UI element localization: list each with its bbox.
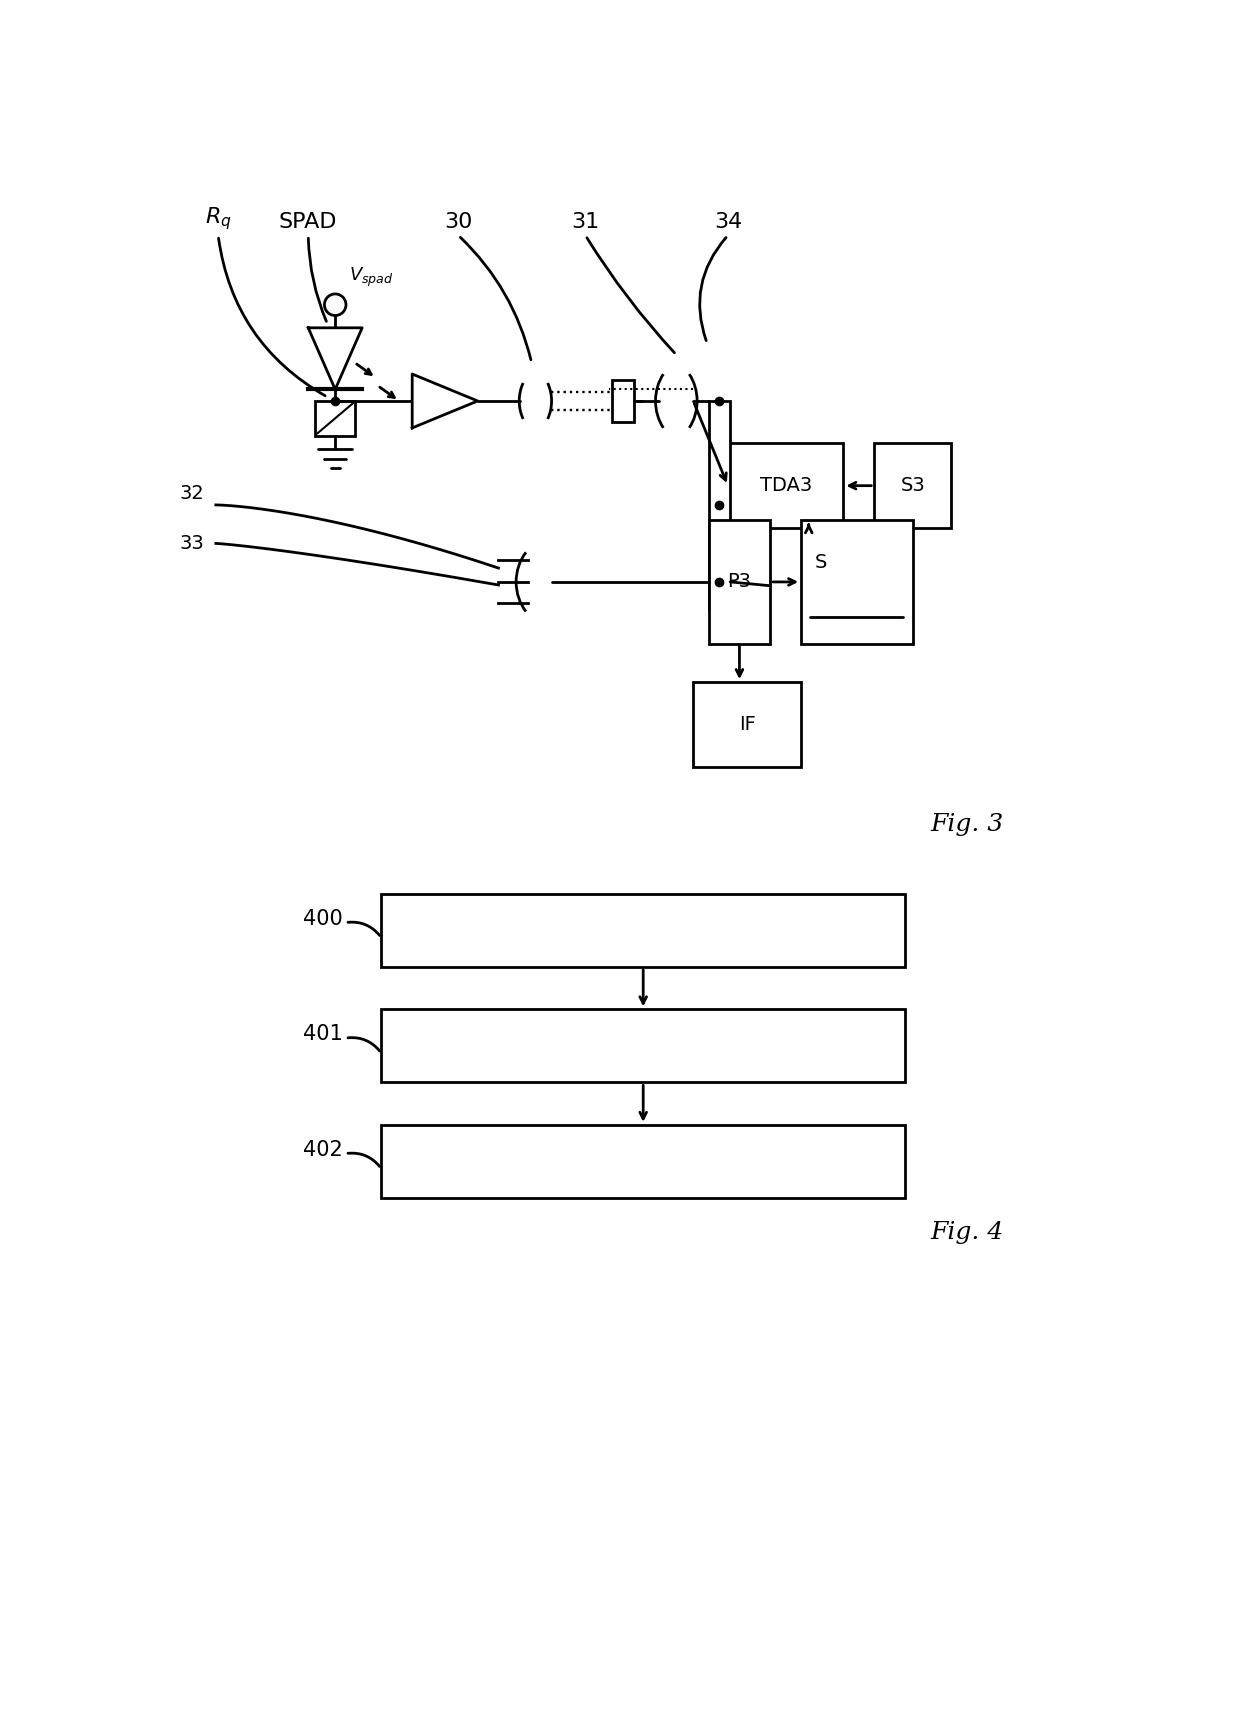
Bar — [382, 1008, 905, 1082]
Text: 401: 401 — [303, 1024, 343, 1045]
Polygon shape — [309, 328, 362, 390]
Bar — [693, 682, 801, 766]
Bar — [382, 1125, 905, 1197]
Text: 31: 31 — [572, 211, 600, 232]
Text: 33: 33 — [180, 534, 205, 553]
Text: $V_{spad}$: $V_{spad}$ — [350, 266, 394, 289]
Text: Fig. 3: Fig. 3 — [930, 813, 1003, 837]
Text: 400: 400 — [303, 909, 343, 929]
Bar — [613, 380, 634, 423]
Text: TDA3: TDA3 — [760, 476, 812, 495]
Bar — [315, 400, 355, 436]
Text: S3: S3 — [900, 476, 925, 495]
Text: $R_q$: $R_q$ — [205, 204, 232, 232]
Text: S: S — [815, 553, 827, 572]
Bar — [422, 393, 436, 409]
Bar — [708, 400, 730, 608]
Text: SPAD: SPAD — [279, 211, 337, 232]
Bar — [874, 443, 951, 527]
Text: 402: 402 — [303, 1139, 343, 1160]
Text: 34: 34 — [714, 211, 742, 232]
Text: 32: 32 — [180, 484, 205, 503]
Polygon shape — [412, 375, 477, 428]
Text: 30: 30 — [444, 211, 472, 232]
Text: Fig. 4: Fig. 4 — [930, 1221, 1003, 1244]
Text: P3: P3 — [728, 572, 751, 591]
Bar — [382, 893, 905, 967]
Text: IF: IF — [739, 715, 755, 734]
Bar — [801, 521, 913, 644]
Bar — [708, 521, 770, 644]
Bar — [728, 443, 843, 527]
